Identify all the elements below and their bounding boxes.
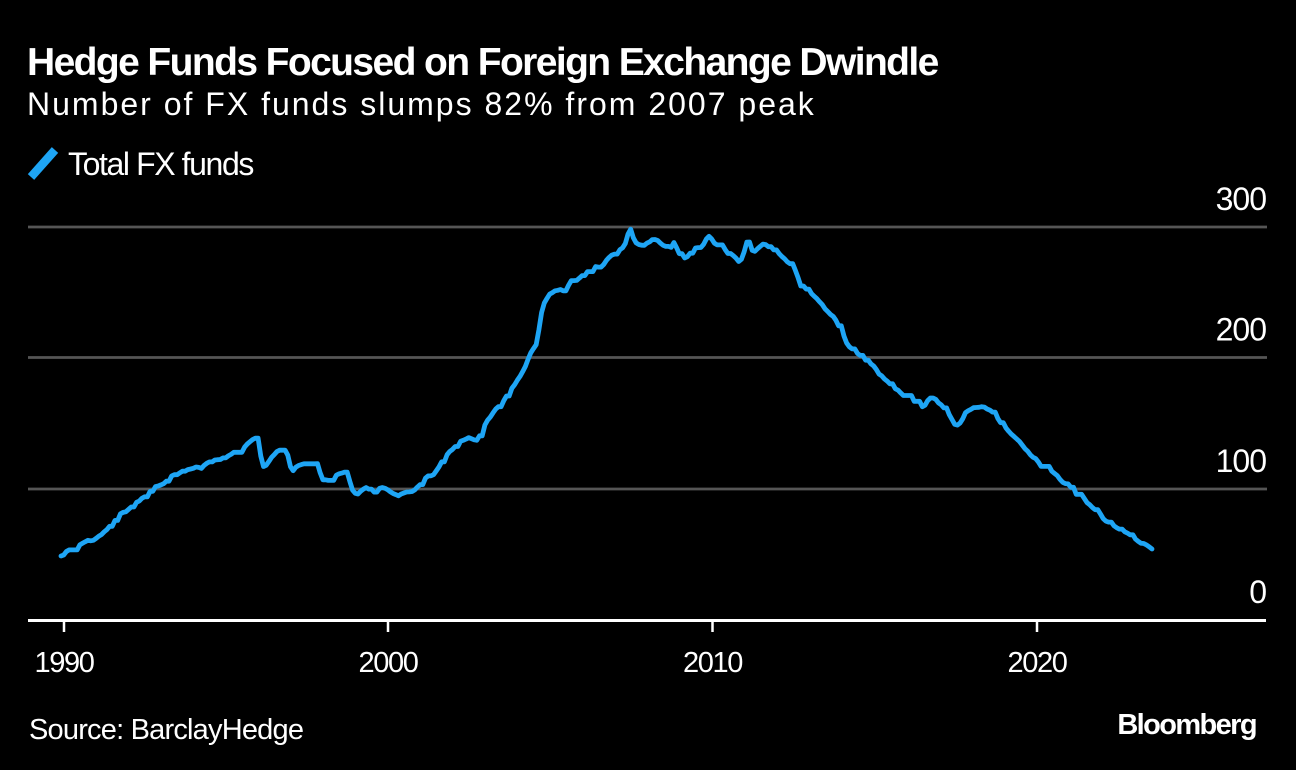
svg-text:2000: 2000: [359, 647, 418, 679]
svg-text:300: 300: [1216, 181, 1267, 217]
svg-text:Hedge Funds Focused on Foreign: Hedge Funds Focused on Foreign Exchange …: [27, 41, 939, 84]
svg-text:100: 100: [1216, 443, 1267, 479]
svg-text:Total FX funds: Total FX funds: [68, 146, 253, 182]
svg-text:0: 0: [1249, 574, 1266, 610]
svg-text:2020: 2020: [1008, 647, 1067, 679]
svg-text:Bloomberg: Bloomberg: [1117, 709, 1256, 741]
svg-text:200: 200: [1216, 312, 1267, 348]
svg-text:1990: 1990: [35, 647, 94, 679]
svg-text:2010: 2010: [683, 647, 742, 679]
svg-text:Source: BarclayHedge: Source: BarclayHedge: [29, 714, 303, 746]
svg-text:Number of FX funds slumps 82%: Number of FX funds slumps 82% from 2007 …: [27, 86, 816, 122]
